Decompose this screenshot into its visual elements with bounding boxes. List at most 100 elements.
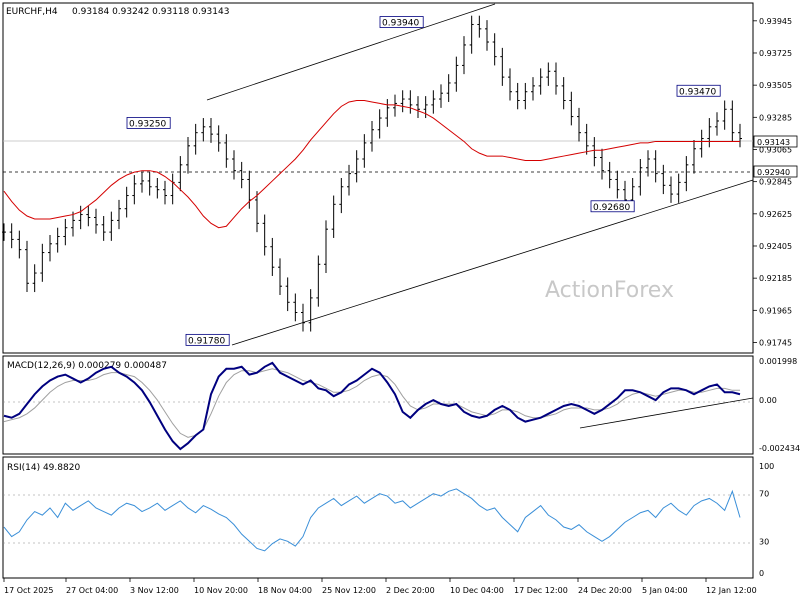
support-price-tag	[753, 165, 798, 178]
x-tick-label: 2 Dec 20:00	[386, 586, 435, 595]
price-bar	[515, 82, 520, 110]
rsi-line	[3, 488, 741, 552]
price-bar	[523, 82, 528, 110]
price-bar	[216, 125, 221, 152]
price-bar	[339, 178, 344, 214]
price-bar	[25, 240, 29, 293]
price-tick-label: 0.92625	[759, 210, 792, 219]
price-bar	[270, 237, 275, 276]
price-bar	[546, 62, 551, 86]
price-bar	[377, 109, 382, 139]
price-bar	[446, 74, 451, 102]
price-annotation: 0.93940	[379, 16, 424, 29]
price-tick-label: 0.92185	[759, 274, 792, 283]
price-bar	[592, 137, 597, 167]
price-tick-label: 0.93945	[759, 17, 792, 26]
price-bar	[454, 56, 459, 92]
price-bar	[9, 223, 14, 249]
price-bar	[71, 211, 75, 237]
price-bar	[416, 96, 420, 119]
x-axis-group: 17 Oct 2025 27 Oct 04:00 3 Nov 12:00 10 Nov…	[3, 578, 757, 595]
price-bar	[163, 180, 167, 205]
price-bar	[538, 68, 543, 95]
price-bar	[55, 227, 60, 253]
price-bar	[500, 47, 505, 86]
price-bar	[653, 150, 658, 183]
price-bar	[577, 107, 581, 142]
price-tick-label: 0.92405	[759, 242, 792, 251]
rsi-tick-label: 100	[759, 462, 774, 471]
ohlc-readout: 0.93184 0.93242 0.93118 0.93143	[72, 7, 229, 17]
price-bar	[661, 164, 666, 195]
price-bar	[347, 164, 351, 196]
price-bar	[615, 170, 620, 199]
price-tick-label: 0.93505	[759, 81, 792, 90]
price-annotation: 0.91780	[185, 333, 230, 346]
watermark: ActionForex	[545, 278, 674, 303]
annotation-label: 0.93940	[382, 19, 419, 29]
price-bar	[201, 118, 206, 142]
annotation-label: 0.93470	[679, 87, 716, 97]
price-bar	[730, 100, 735, 142]
y-axis-group: 0.93945 0.93725 0.93505 0.93285 0.93065 0.928…	[753, 17, 800, 578]
current-price-tag	[753, 135, 798, 148]
price-tick-label: 0.93285	[759, 113, 792, 122]
price-bar	[561, 77, 566, 110]
macd-tick-label: 0.001998	[759, 357, 797, 366]
price-bar	[439, 84, 443, 108]
price-bar	[738, 123, 742, 148]
price-bar	[423, 96, 428, 119]
price-bar	[255, 191, 259, 233]
price-bar	[78, 205, 83, 230]
price-bar	[178, 156, 183, 192]
x-tick-label: 5 Jan 04:00	[642, 586, 688, 595]
macd-tick-label: 0.00	[759, 396, 777, 405]
price-bar	[508, 68, 512, 101]
price-bar	[715, 112, 719, 136]
price-bar	[17, 230, 22, 259]
rsi-tick-label: 0	[759, 569, 764, 578]
price-bar	[285, 277, 290, 312]
price-bar	[393, 94, 397, 117]
x-tick-label: 12 Jan 12:00	[706, 586, 757, 595]
price-bar	[147, 172, 152, 196]
price-bar	[193, 123, 198, 155]
price-bar	[101, 216, 106, 241]
rsi-tick-label: 70	[759, 490, 769, 499]
x-tick-label: 10 Dec 04:00	[450, 586, 504, 595]
price-bar	[607, 161, 612, 189]
rsi-title: RSI(14) 49.8820	[7, 463, 80, 473]
price-bar	[155, 178, 160, 199]
price-series-group	[2, 15, 742, 332]
price-bar	[385, 99, 390, 127]
price-bar	[699, 129, 704, 158]
price-bar	[2, 223, 6, 241]
price-bar	[477, 15, 482, 38]
current-price-value: 0.93143	[757, 138, 790, 147]
symbol-label: EURCHF,H4	[6, 7, 58, 17]
price-bar	[485, 20, 489, 51]
macd-line	[3, 361, 741, 451]
price-bar	[278, 258, 282, 295]
price-bar	[669, 176, 673, 203]
x-tick-label: 25 Nov 12:00	[322, 586, 376, 595]
price-bar	[224, 134, 229, 168]
price-annotation: 0.93470	[676, 84, 721, 97]
price-bar	[48, 235, 52, 262]
support-price-value: 0.92940	[757, 168, 790, 177]
price-tick-label: 0.93065	[759, 145, 792, 154]
price-tick-label: 0.92845	[759, 178, 792, 187]
x-tick-label: 27 Oct 04:00	[66, 586, 118, 595]
x-tick-label: 10 Nov 20:00	[194, 586, 248, 595]
x-tick-label: 17 Oct 2025	[4, 586, 53, 595]
macd-trend-line	[579, 397, 754, 429]
rsi-tick-label: 30	[759, 537, 769, 546]
price-bar	[584, 123, 589, 155]
moving-average-line	[3, 100, 740, 229]
price-bar	[400, 90, 405, 113]
x-tick-label: 17 Dec 12:00	[514, 586, 568, 595]
price-bar	[569, 91, 574, 126]
price-bar	[209, 118, 213, 143]
price-bar	[232, 150, 236, 180]
price-panel	[2, 2, 754, 354]
